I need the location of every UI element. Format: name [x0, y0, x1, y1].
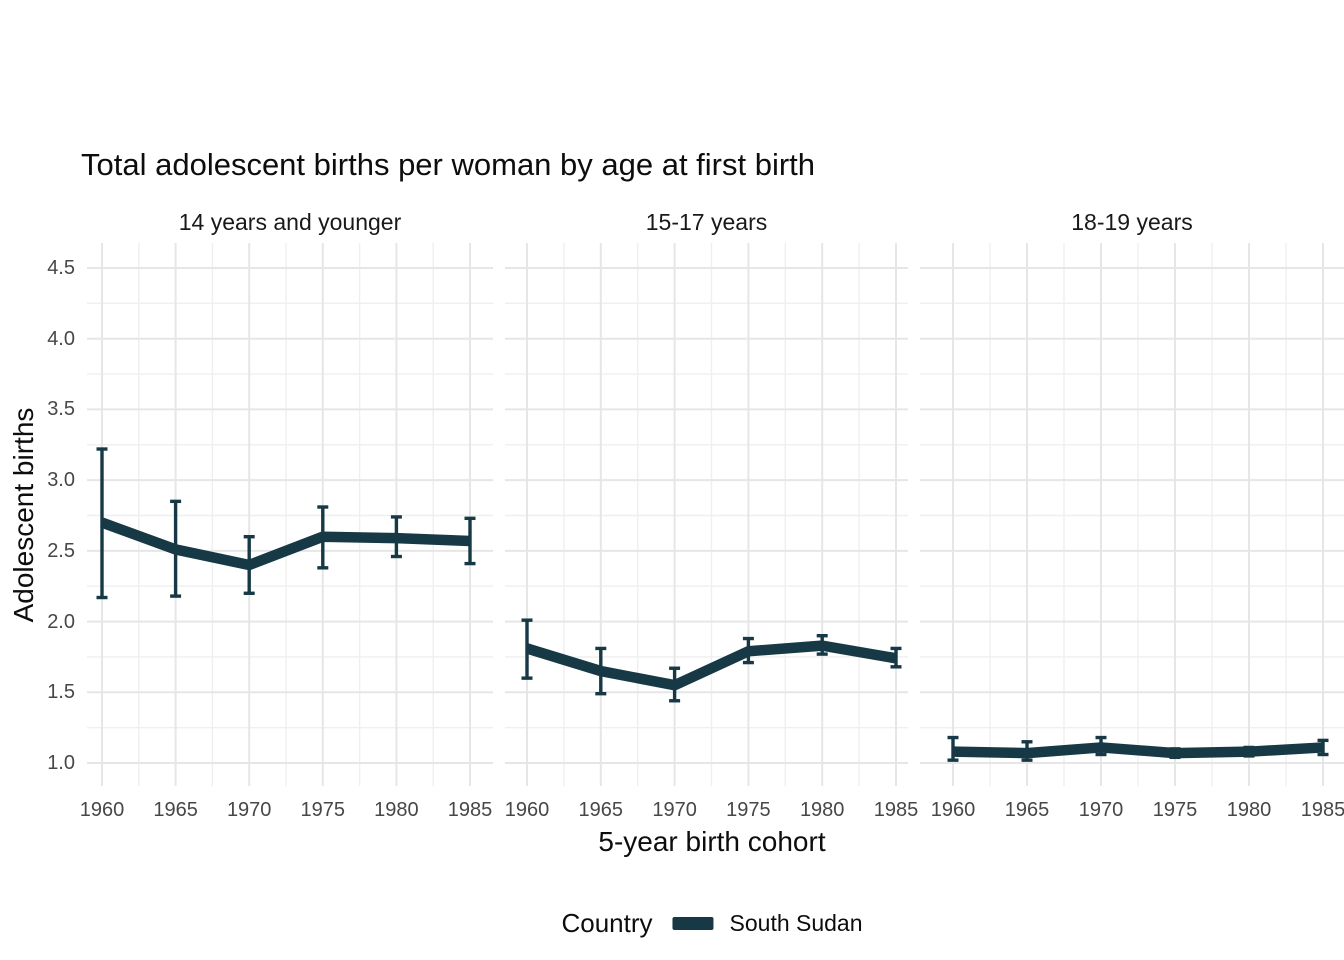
x-tick-label: 1980 — [374, 799, 419, 821]
x-tick-label: 1970 — [652, 799, 697, 821]
x-tick-label: 1975 — [726, 799, 771, 821]
facet-panel-15-17 — [505, 243, 908, 786]
facet-strip-14-and-younger: 14 years and younger — [178, 209, 402, 235]
legend-series-label: South Sudan — [729, 909, 863, 936]
facet-panel-14-and-younger — [87, 243, 493, 786]
x-tick-label: 1980 — [1226, 799, 1272, 821]
facet-strip-15-17: 15-17 years — [645, 209, 768, 235]
facet-panel-18-19 — [920, 243, 1344, 786]
y-tick-label: 3.5 — [47, 398, 75, 421]
legend-line-swatch — [672, 916, 714, 930]
x-tick-label: 1975 — [1152, 799, 1198, 821]
y-tick-label: 4.5 — [47, 256, 75, 279]
legend-title: Country — [561, 907, 653, 938]
chart-title: Total adolescent births per woman by age… — [81, 147, 816, 182]
x-tick-label: 1965 — [153, 799, 198, 821]
y-tick-label: 1.0 — [47, 752, 75, 774]
x-tick-label: 1965 — [1004, 799, 1050, 821]
series-line — [100, 517, 471, 571]
x-tick-label: 1975 — [300, 799, 346, 821]
x-tick-label: 1960 — [504, 799, 550, 821]
y-tick-label: 3.0 — [47, 469, 75, 492]
x-tick-label: 1970 — [226, 799, 272, 821]
y-tick-label: 2.0 — [47, 610, 75, 633]
x-tick-label: 1980 — [799, 799, 845, 821]
x-axis-title: 5-year birth cohort — [598, 826, 826, 857]
x-tick-label: 1965 — [578, 799, 624, 821]
series-line — [525, 640, 897, 691]
facet-strip-18-19: 18-19 years — [1071, 209, 1193, 235]
y-tick-label: 1.5 — [47, 681, 75, 704]
y-tick-label: 4.0 — [47, 327, 75, 350]
x-tick-label: 1960 — [79, 799, 125, 821]
x-tick-label: 1985 — [1300, 799, 1344, 821]
series-line — [952, 742, 1324, 759]
y-axis-title: Adolescent births — [8, 407, 39, 623]
legend: Country South Sudan — [561, 903, 862, 943]
y-tick-label: 2.5 — [47, 539, 75, 562]
x-tick-label: 1970 — [1078, 799, 1124, 821]
x-tick-label: 1985 — [447, 799, 493, 821]
x-tick-label: 1985 — [873, 799, 919, 821]
x-tick-label: 1960 — [930, 799, 976, 821]
